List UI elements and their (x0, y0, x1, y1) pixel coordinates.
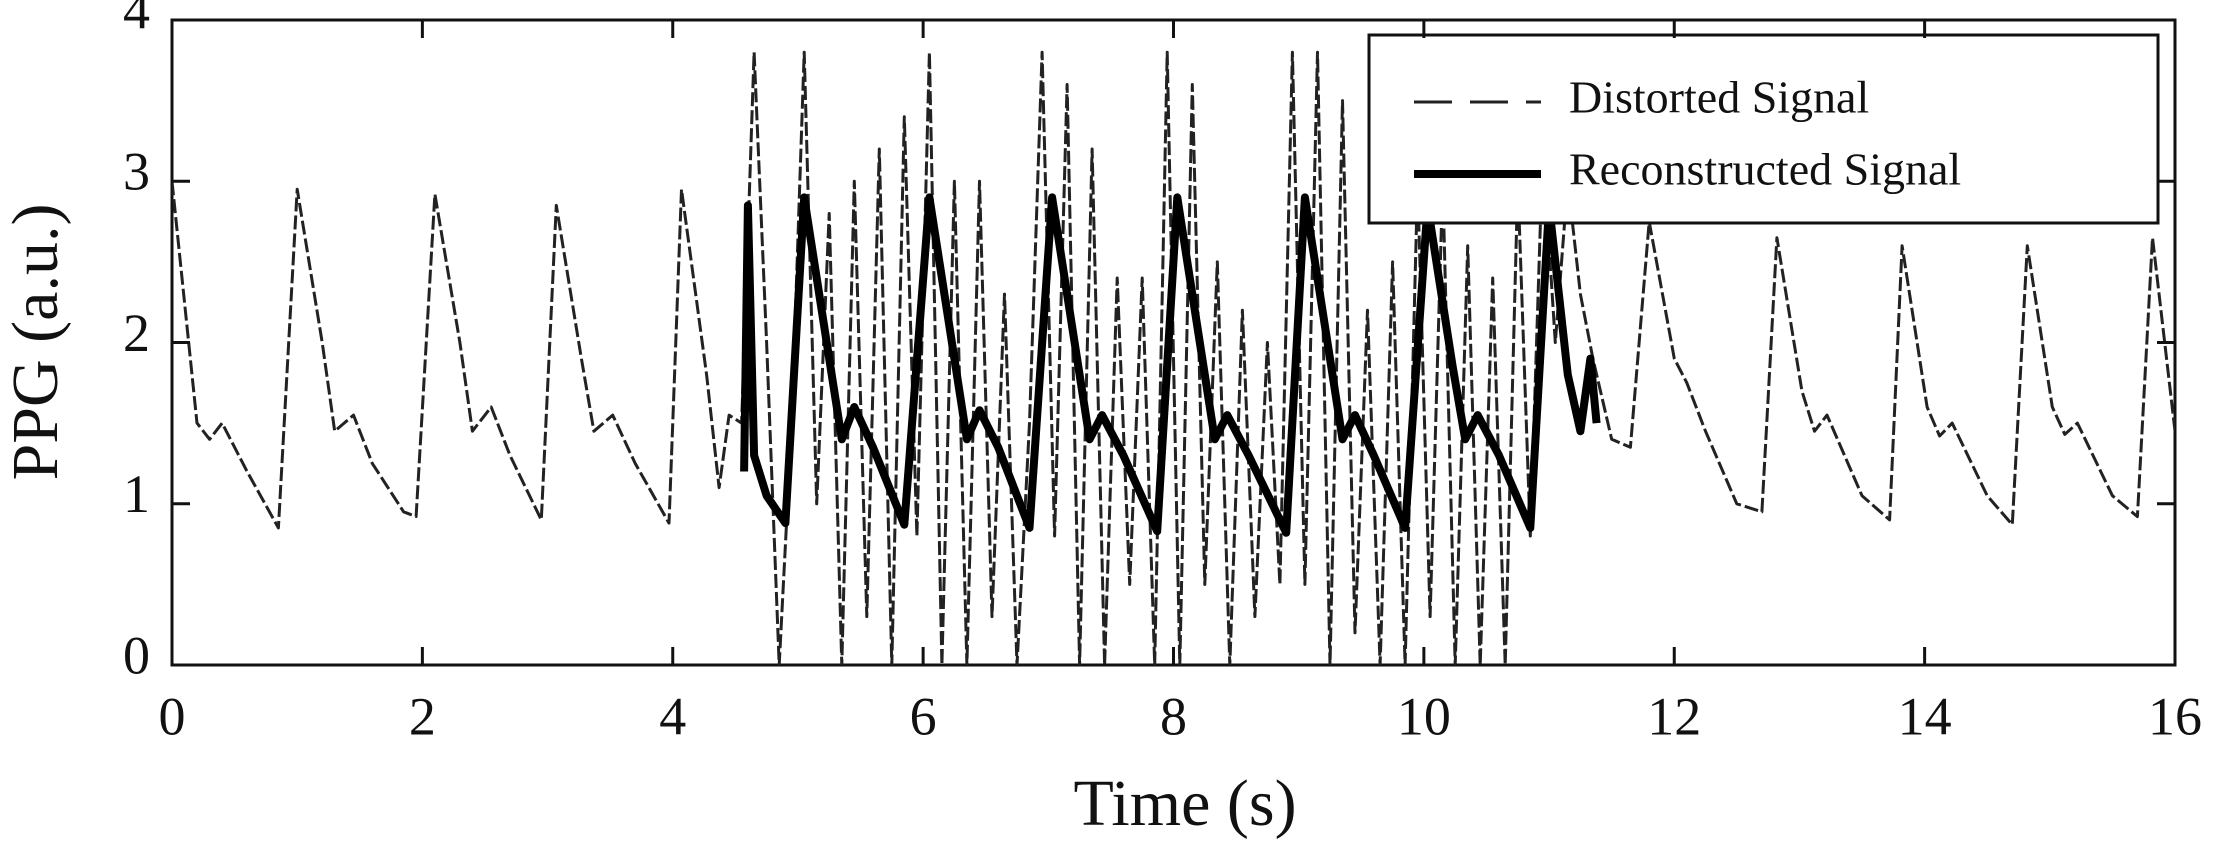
legend: Distorted Signal Reconstructed Signal (1367, 33, 2160, 225)
legend-label: Reconstructed Signal (1569, 144, 1961, 195)
x-tick-label: 16 (2148, 686, 2202, 746)
x-tick-label: 14 (1898, 686, 1952, 746)
plot-area (172, 50, 2175, 665)
x-tick-label: 6 (910, 686, 937, 746)
x-tick-label: 0 (159, 686, 186, 746)
x-tick-label: 10 (1397, 686, 1451, 746)
y-axis-label: PPG (a.u.) (0, 204, 72, 481)
y-tick-label: 2 (123, 303, 150, 363)
x-tick-label: 2 (409, 686, 436, 746)
y-tick-label: 1 (123, 464, 150, 524)
x-tick-label: 8 (1160, 686, 1187, 746)
x-tick-label: 4 (659, 686, 686, 746)
legend-label: Distorted Signal (1569, 72, 1869, 123)
x-axis-label: Time (s) (1073, 767, 1296, 840)
y-tick-label: 0 (123, 625, 150, 685)
x-tick-label: 12 (1647, 686, 1701, 746)
y-tick-label: 3 (123, 142, 150, 202)
series-line (740, 193, 1601, 537)
series-line (172, 50, 2175, 665)
legend-box (1367, 33, 2160, 225)
y-tick-label: 4 (123, 0, 150, 40)
